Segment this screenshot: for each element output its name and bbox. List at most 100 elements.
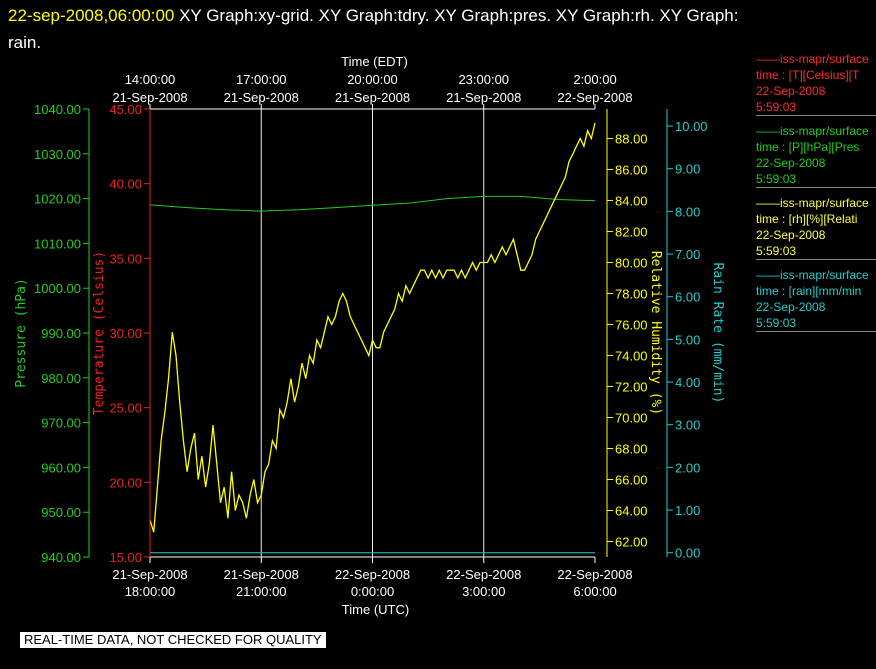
- top-tick-label: 14:00:00: [125, 72, 176, 87]
- bottom-axis-label: Time (UTC): [342, 602, 409, 617]
- series-pres-line: [149, 195, 596, 212]
- rh-tick-label: 88.00: [615, 131, 648, 146]
- top-tick-date: 21-Sep-2008: [335, 90, 410, 105]
- temperature-tick-label: 45.00: [109, 102, 142, 117]
- axes: Time (EDT) 14:00:00 21-Sep-2008 17:00:00 21-…: [14, 54, 725, 617]
- rh-tick-label: 78.00: [615, 286, 648, 301]
- rh-tick-label: 76.00: [615, 317, 648, 332]
- bottom-tick-date: 22-Sep-2008: [446, 567, 521, 582]
- rain-tick-label: 1.00: [675, 503, 700, 518]
- rain-tick-label: 2.00: [675, 460, 700, 475]
- pressure-tick-label: 960.00: [41, 460, 81, 475]
- rh-tick-label: 84.00: [615, 193, 648, 208]
- bottom-tick-label: 3:00:00: [462, 584, 505, 599]
- legend-time: 5:59:03: [756, 100, 797, 114]
- temperature-tick-label: 35.00: [109, 251, 142, 266]
- pressure-tick-label: 1030.00: [34, 147, 81, 162]
- rain-tick-label: 6.00: [675, 290, 700, 305]
- pressure-tick-label: 1000.00: [34, 281, 81, 296]
- header-graph-list-continued: rain.: [8, 33, 42, 52]
- rain-axis-title: Rain Rate (mm/min): [710, 263, 725, 404]
- top-tick-label: 17:00:00: [236, 72, 287, 87]
- bottom-tick-date: 21-Sep-2008: [224, 567, 299, 582]
- rain-tick-label: 8.00: [675, 204, 700, 219]
- pressure-tick-label: 940.00: [41, 550, 81, 565]
- legend-source: ——iss-mapr/surface: [756, 196, 869, 210]
- bottom-tick-label: 0:00:00: [351, 584, 394, 599]
- rh-tick-label: 74.00: [615, 348, 648, 363]
- temperature-axis-title: Temperature (Celsius): [92, 251, 107, 415]
- bottom-tick-label: 6:00:00: [573, 584, 616, 599]
- legend-divider: [756, 115, 876, 116]
- rh-tick-label: 86.00: [615, 162, 648, 177]
- rh-axis-title: Relative Humidity (%): [648, 251, 663, 415]
- rain-tick-label: 4.00: [675, 375, 700, 390]
- temperature-tick-label: 25.00: [109, 401, 142, 416]
- pressure-tick-label: 1010.00: [34, 236, 81, 251]
- rh-tick-label: 82.00: [615, 224, 648, 239]
- rh-tick-label: 80.00: [615, 255, 648, 270]
- legend-divider: [756, 259, 876, 260]
- bottom-tick-label: 21:00:00: [236, 584, 287, 599]
- legend-variable: time : [rh][%][Relati: [756, 212, 858, 226]
- rain-tick-label: 10.00: [675, 119, 708, 134]
- legend-source: ——iss-mapr/surface: [756, 124, 869, 138]
- rh-tick-label: 68.00: [615, 441, 648, 456]
- series-lines: [149, 122, 596, 554]
- legend-time: 5:59:03: [756, 172, 797, 186]
- top-tick-date: 22-Sep-2008: [557, 90, 632, 105]
- pressure-tick-label: 1040.00: [34, 102, 81, 117]
- header-graph-list: XY Graph:xy-grid. XY Graph:tdry. XY Grap…: [179, 6, 739, 25]
- legend-date: 22-Sep-2008: [756, 228, 826, 242]
- pressure-tick-label: 1020.00: [34, 192, 81, 207]
- grid-lines: [260, 109, 485, 557]
- top-tick-date: 21-Sep-2008: [446, 90, 521, 105]
- rain-tick-label: 5.00: [675, 332, 700, 347]
- legend-source: ——iss-mapr/surface: [756, 52, 869, 66]
- temperature-tick-label: 15.00: [109, 550, 142, 565]
- bottom-tick-date: 21-Sep-2008: [112, 567, 187, 582]
- legend-date: 22-Sep-2008: [756, 156, 826, 170]
- legend-date: 22-Sep-2008: [756, 300, 826, 314]
- rh-tick-label: 70.00: [615, 410, 648, 425]
- legend-entry: ——iss-mapr/surface time : [P][hPa][Pres 22…: [756, 123, 876, 188]
- rh-tick-label: 72.00: [615, 379, 648, 394]
- top-tick-label: 20:00:00: [347, 72, 398, 87]
- quality-warning: REAL-TIME DATA, NOT CHECKED FOR QUALITY: [20, 632, 326, 648]
- bottom-tick-date: 22-Sep-2008: [335, 567, 410, 582]
- legend-entry: ——iss-mapr/surface time : [rh][%][Relati 2…: [756, 195, 876, 260]
- rh-tick-label: 62.00: [615, 534, 648, 549]
- rain-tick-label: 3.00: [675, 418, 700, 433]
- legend-date: 22-Sep-2008: [756, 84, 826, 98]
- top-axis-label: Time (EDT): [341, 54, 408, 69]
- series-rh-line: [149, 122, 596, 533]
- legend-variable: time : [P][hPa][Pres: [756, 140, 860, 154]
- pressure-tick-label: 980.00: [41, 371, 81, 386]
- rain-tick-label: 9.00: [675, 162, 700, 177]
- legend-entry: ——iss-mapr/surface time : [T][Celsius][T 2…: [756, 51, 876, 116]
- bottom-tick-label: 18:00:00: [125, 584, 176, 599]
- pressure-tick-label: 970.00: [41, 416, 81, 431]
- rain-tick-label: 0.00: [675, 546, 700, 561]
- rh-tick-label: 64.00: [615, 503, 648, 518]
- rain-tick-label: 7.00: [675, 247, 700, 262]
- pressure-tick-label: 990.00: [41, 326, 81, 341]
- rh-tick-label: 66.00: [615, 472, 648, 487]
- legend-divider: [756, 331, 876, 332]
- legend-time: 5:59:03: [756, 244, 797, 258]
- top-tick-date: 21-Sep-2008: [112, 90, 187, 105]
- legend-variable: time : [rain][mm/min: [756, 284, 862, 298]
- top-tick-label: 23:00:00: [458, 72, 509, 87]
- bottom-tick-date: 22-Sep-2008: [557, 567, 632, 582]
- pressure-tick-label: 950.00: [41, 505, 81, 520]
- legend-divider: [756, 187, 876, 188]
- legend-variable: time : [T][Celsius][T: [756, 68, 860, 82]
- header-timestamp: 22-sep-2008,06:00:00: [8, 6, 175, 25]
- graph-header: 22-sep-2008,06:00:00 XY Graph:xy-grid. X…: [8, 2, 858, 56]
- legend-source: ——iss-mapr/surface: [756, 268, 869, 282]
- temperature-tick-label: 30.00: [109, 326, 142, 341]
- legend-entry: ——iss-mapr/surface time : [rain][mm/min 22…: [756, 267, 876, 332]
- temperature-tick-label: 40.00: [109, 177, 142, 192]
- temperature-tick-label: 20.00: [109, 475, 142, 490]
